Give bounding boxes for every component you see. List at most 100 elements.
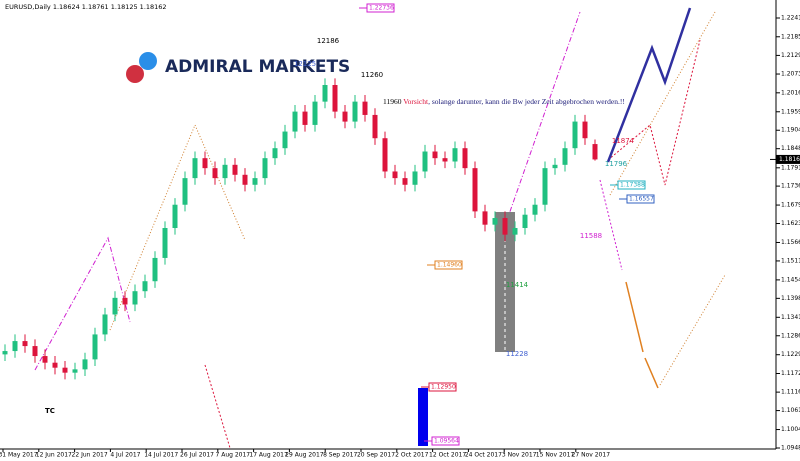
- candle-body: [342, 111, 348, 122]
- candle-body: [222, 164, 228, 179]
- warning-number: 11960: [383, 97, 402, 106]
- candle-body: [442, 158, 448, 162]
- y-tick-label: 1.12860: [781, 332, 800, 339]
- candle-body: [112, 297, 118, 315]
- candle-body: [452, 148, 458, 162]
- candle-body: [172, 204, 178, 229]
- y-tick-label: 1.22415: [781, 14, 800, 21]
- wave-line: [644, 357, 659, 389]
- y-tick-label: 1.14540: [781, 276, 800, 283]
- warning-text: , solange darunter, kann die Bw jeder Ze…: [428, 97, 625, 106]
- candle-body: [372, 114, 378, 139]
- candle-body: [232, 164, 238, 175]
- level-box-label: 1.14960: [437, 262, 462, 269]
- wave-line: [607, 39, 701, 186]
- candle-body: [562, 148, 568, 165]
- wave-annotation: 11414: [506, 281, 529, 289]
- level-box: [434, 260, 463, 270]
- x-tick-label: 24 Oct 2017: [465, 452, 502, 459]
- wave-annotation: 11874: [612, 137, 635, 145]
- candle-body: [82, 359, 88, 370]
- y-tick-label: 1.13415: [781, 314, 800, 321]
- y-tick-label: 1.15665: [781, 239, 800, 246]
- x-tick-label: 12 Jun 2017: [36, 452, 72, 459]
- x-tick-label: 17 Aug 2017: [249, 452, 288, 459]
- candle-body: [412, 171, 418, 185]
- wave-annotation: 11260: [361, 71, 383, 79]
- candle-body: [132, 291, 138, 305]
- wave-annotation: 11588: [580, 232, 602, 240]
- candle-body: [462, 148, 468, 169]
- x-tick-label: 22 Jun 2017: [72, 452, 108, 459]
- wave-annotation: 12186: [317, 37, 340, 45]
- candle-body: [182, 178, 188, 205]
- y-tick-label: 1.17910: [781, 164, 800, 171]
- candle-body: [312, 101, 318, 125]
- candle-body: [252, 178, 258, 185]
- wave-line: [606, 7, 692, 163]
- wave-annotation: 11228: [506, 350, 528, 358]
- wave-annotation: 12125: [294, 60, 316, 68]
- candle-body: [52, 362, 58, 368]
- candle-body: [532, 204, 538, 215]
- y-tick-label: 1.09485: [781, 445, 800, 452]
- y-tick-label: 1.21850: [781, 33, 800, 40]
- chart-title: EURUSD,Daily 1.18624 1.18761 1.18125 1.1…: [5, 3, 167, 11]
- wave-line: [204, 364, 231, 449]
- x-tick-label: 8 Sep 2017: [323, 452, 357, 459]
- level-box-label: 1.22736: [369, 5, 394, 12]
- wave-annotation: 11796: [605, 160, 628, 168]
- y-tick-label: 1.19595: [781, 108, 800, 115]
- y-tick-label: 1.15110: [781, 257, 800, 264]
- y-tick-label: 1.11725: [781, 370, 800, 377]
- candle-body: [142, 281, 148, 292]
- x-tick-label: 7 Aug 2017: [215, 452, 250, 459]
- y-tick-label: 1.20730: [781, 71, 800, 78]
- candle-body: [42, 356, 48, 363]
- x-tick-label: 29 Aug 2017: [285, 452, 324, 459]
- candle-body: [522, 214, 528, 229]
- candle-body: [492, 218, 498, 225]
- candle-body: [32, 346, 38, 357]
- level-box-label: 1.17388: [620, 182, 645, 189]
- candle-body: [582, 121, 588, 139]
- wave-line: [34, 236, 131, 371]
- candle-body: [72, 369, 78, 373]
- candle-body: [352, 101, 358, 122]
- x-tick-label: 26 Jul 2017: [180, 452, 214, 459]
- x-tick-label: 12 Oct 2017: [429, 452, 466, 459]
- candle-body: [592, 144, 598, 160]
- candle-body: [302, 111, 308, 125]
- candle-body: [122, 297, 128, 305]
- range-box: [418, 388, 428, 446]
- candle-body: [402, 178, 408, 185]
- x-tick-label: 3 Nov 2017: [502, 452, 537, 459]
- level-box-label: 1.16557: [629, 196, 654, 203]
- candle-body: [272, 148, 278, 159]
- candle-body: [2, 351, 8, 355]
- candle-body: [12, 341, 18, 352]
- level-box: [626, 194, 655, 204]
- candle-body: [482, 211, 488, 225]
- candle-body: [162, 228, 168, 258]
- y-tick-label: 1.16235: [781, 220, 800, 227]
- x-tick-label: 14 Jul 2017: [144, 452, 178, 459]
- y-tick-label: 1.13985: [781, 295, 800, 302]
- candle-body: [432, 151, 438, 159]
- x-tick-label: 4 Jul 2017: [110, 452, 140, 459]
- candle-body: [212, 168, 218, 179]
- candle-body: [332, 85, 338, 112]
- logo: ADMIRAL MARKETS: [165, 57, 350, 77]
- candle-body: [382, 138, 388, 172]
- candle-body: [102, 314, 108, 335]
- candle-body: [422, 151, 428, 172]
- wave-line: [499, 11, 581, 241]
- candle-body: [472, 168, 478, 212]
- y-tick-label: 1.19040: [781, 127, 800, 134]
- candle-body: [192, 158, 198, 179]
- level-box-label: 1.12950: [431, 384, 456, 391]
- wave-line: [659, 274, 726, 386]
- candle-body: [542, 168, 548, 205]
- candle-body: [552, 164, 558, 169]
- x-tick-label: 31 May 2017: [0, 452, 38, 459]
